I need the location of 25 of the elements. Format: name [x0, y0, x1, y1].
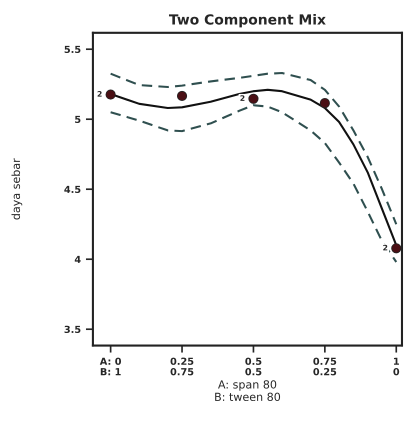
x2-tick-label: 0.75: [170, 368, 194, 376]
y-tick-label: 4.5: [64, 186, 80, 194]
x-axis-title: A: span 80 B: tween 80: [215, 380, 280, 402]
line-series: [110, 104, 398, 264]
point: [106, 89, 116, 100]
point: [176, 90, 188, 102]
x2-tick-label: B: 1: [100, 368, 121, 376]
y-tick-label: 3.5: [64, 326, 80, 334]
point: [391, 243, 402, 254]
point: [320, 98, 330, 108]
point: [248, 94, 259, 104]
x-tick-label: 0.5: [245, 358, 262, 365]
x2-tick-label: 0.5: [245, 368, 262, 376]
y-tick-label: 5.5: [64, 46, 80, 54]
y-axis-title: daya sebar: [11, 158, 22, 220]
chart-title: Two Component Mix: [168, 14, 326, 28]
x2-tick-label: 0: [393, 368, 400, 376]
line-series: [110, 72, 398, 226]
x-tick-label: 1: [394, 358, 399, 365]
x-tick-label: A: 0: [100, 358, 122, 365]
x-tick-label: 0.25: [170, 358, 194, 365]
x2-tick-label: 0.25: [313, 368, 336, 376]
y-tick-label: 4: [74, 256, 81, 263]
y-tick-label: 5: [75, 116, 80, 124]
x-tick-label: 0.75: [313, 358, 336, 365]
